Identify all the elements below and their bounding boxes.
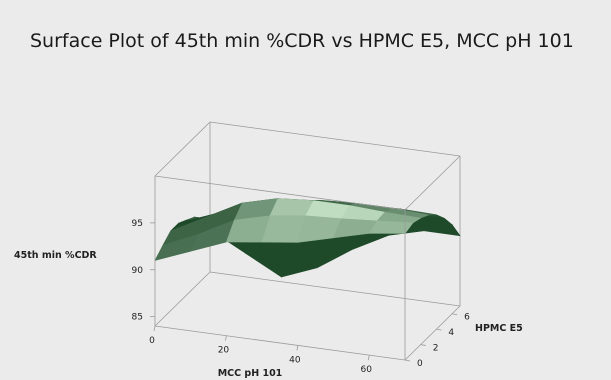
x-tick <box>296 345 299 351</box>
box-edge <box>404 305 461 361</box>
back-box-frame <box>154 121 461 361</box>
x-tick-label: 0 <box>149 336 155 346</box>
y-tick <box>436 328 442 331</box>
surface-patch <box>308 237 354 269</box>
box-edge <box>404 155 461 211</box>
box-edge <box>154 271 211 327</box>
x-tick-label: 60 <box>361 365 373 375</box>
x-tick-label: 40 <box>289 355 301 365</box>
y-axis-title: HPMC E5 <box>475 323 523 334</box>
box-edge <box>154 325 406 361</box>
z-tick-label: 95 <box>132 219 143 229</box>
y-tick-label: 2 <box>433 344 439 354</box>
x-tick <box>225 335 227 341</box>
box-edge <box>209 271 461 307</box>
z-axis-title: 45th min %CDR <box>14 250 97 261</box>
y-tick <box>404 359 411 362</box>
surface-mesh <box>154 198 461 278</box>
box-edge <box>154 175 406 211</box>
surface-patch <box>368 220 414 234</box>
x-tick <box>153 325 156 332</box>
y-tick-label: 0 <box>417 359 423 369</box>
y-tick-label: 4 <box>448 328 454 338</box>
z-tick-label: 90 <box>132 266 144 276</box>
x-axis-title: MCC pH 101 <box>218 368 283 379</box>
chart-title: Surface Plot of 45th min %CDR vs HPMC E5… <box>30 30 574 52</box>
box-edge <box>209 121 461 157</box>
front-box-frame <box>154 175 406 361</box>
x-tick <box>367 355 370 361</box>
axis-labels: 45th min %CDR MCC pH 101 HPMC E5 <box>14 250 523 379</box>
y-tick <box>420 344 426 346</box>
y-tick <box>452 313 458 316</box>
y-tick-label: 6 <box>464 313 470 323</box>
x-tick-label: 20 <box>218 346 230 356</box>
box-edge <box>154 121 211 177</box>
z-tick-label: 85 <box>132 313 143 323</box>
